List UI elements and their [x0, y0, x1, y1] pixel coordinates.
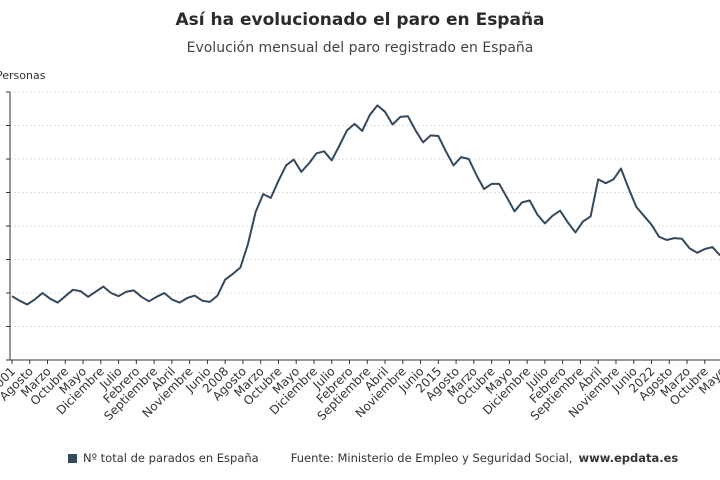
chart-subtitle: Evolución mensual del paro registrado en…: [186, 40, 534, 56]
chart-title: Así ha evolucionado el paro en España: [175, 10, 545, 30]
legend: Nº total de parados en España Fuente: Mi…: [68, 451, 678, 465]
series-line: [11, 104, 720, 306]
legend-swatch: [68, 453, 77, 463]
legend-label: Nº total de parados en España: [83, 451, 259, 465]
y-axis-label: Personas: [0, 69, 46, 82]
source-site: www.epdata.es: [578, 451, 679, 465]
source-text: Fuente: Ministerio de Empleo y Seguridad…: [290, 451, 573, 465]
